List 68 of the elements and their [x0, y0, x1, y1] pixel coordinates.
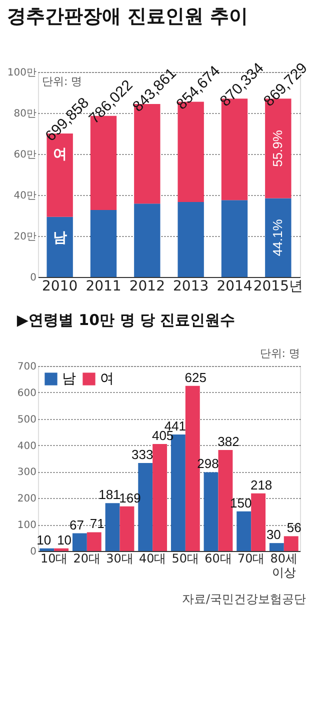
bar	[134, 204, 160, 277]
bar	[284, 536, 298, 551]
x-tick-label: 80세 이상	[270, 552, 298, 580]
y-tick-label: 400	[17, 440, 36, 452]
bar	[90, 210, 117, 277]
bar	[46, 216, 73, 277]
x-tick-label: 2015년	[253, 278, 303, 294]
bar	[120, 506, 134, 551]
y-tick-label: 20만	[14, 232, 36, 242]
bar	[72, 533, 87, 551]
chart-title: ▶연령별 10만 명 당 진료인원수	[16, 311, 236, 329]
y-tick-label: 300	[17, 467, 36, 478]
x-tick-label: 10대	[40, 552, 68, 566]
bar	[269, 543, 284, 551]
x-tick-label: 2012	[129, 278, 165, 294]
bar	[40, 548, 54, 551]
bar	[251, 493, 266, 551]
x-tick-label: 20대	[73, 552, 101, 566]
x-tick-label: 2011	[86, 278, 122, 294]
data-label: 10	[36, 532, 52, 548]
y-tick-label: 200	[17, 494, 36, 505]
bar	[221, 200, 248, 277]
x-tick-label: 60대	[204, 552, 232, 566]
y-tick-label: 100	[17, 520, 36, 532]
data-label: 625	[184, 370, 206, 385]
series-label: 여	[52, 146, 67, 162]
data-label: 56	[286, 520, 302, 536]
x-tick-label: 2014	[216, 278, 252, 294]
x-tick-label: 2013	[173, 278, 209, 294]
data-label: 181	[98, 487, 120, 502]
bar	[236, 511, 252, 551]
x-tick-label: 40대	[138, 552, 166, 566]
y-tick-label: 80만	[14, 108, 36, 120]
series-label: 남	[52, 230, 67, 246]
bar	[265, 198, 292, 277]
data-label: 67	[69, 517, 84, 532]
y-tick-label: 500	[17, 414, 36, 426]
x-tick-label: 2010	[42, 278, 78, 294]
annotation: 55.9%	[270, 130, 286, 167]
y-tick-label: 60만	[14, 150, 36, 160]
x-tick-label: 50대	[172, 552, 200, 566]
legend-label: 남	[62, 371, 76, 387]
text: 자료/국민건강보험공단	[182, 592, 306, 606]
y-tick-label: 600	[17, 388, 36, 399]
annotation: 단위: 명	[42, 75, 82, 88]
y-tick-label: 100만	[7, 68, 36, 78]
legend-label: 여	[100, 371, 114, 387]
bar	[54, 548, 69, 551]
bar	[204, 472, 218, 551]
bar	[86, 532, 102, 551]
data-label: 10	[57, 532, 72, 548]
chart-title: 경추간판장애 진료인원 추이	[6, 5, 248, 28]
y-tick-label: 700	[17, 362, 36, 372]
y-tick-label: 40만	[14, 190, 36, 202]
data-label: 218	[250, 477, 272, 492]
bar	[152, 444, 168, 551]
x-tick-label: 70대	[237, 552, 265, 566]
bar	[178, 202, 204, 277]
bar	[105, 503, 120, 551]
y-tick-label: 0	[30, 546, 36, 558]
y-tick-label: 0	[30, 272, 36, 284]
data-label: 382	[218, 434, 240, 450]
annotation: 44.1%	[270, 218, 286, 256]
data-label: 71	[90, 516, 104, 532]
text: 단위: 명	[260, 347, 300, 360]
bar	[218, 450, 233, 551]
x-tick-label: 30대	[106, 552, 134, 566]
data-label: 30	[266, 527, 281, 542]
